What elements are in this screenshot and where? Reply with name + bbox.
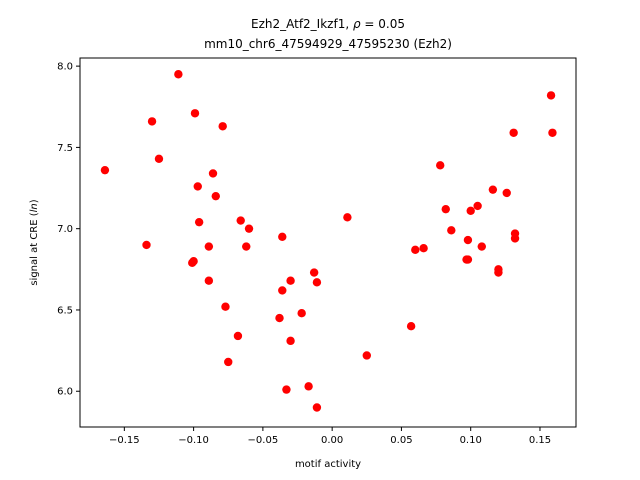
data-point xyxy=(194,217,204,227)
data-point xyxy=(463,235,473,245)
data-point xyxy=(233,331,243,341)
data-point xyxy=(278,286,287,295)
y-tick-label: 6.5 xyxy=(57,305,73,316)
data-point xyxy=(100,165,110,175)
data-point xyxy=(312,403,322,412)
data-point xyxy=(208,169,218,178)
y-tick-label: 7.5 xyxy=(57,143,73,154)
data-point xyxy=(473,201,482,211)
data-point xyxy=(282,385,291,394)
data-point xyxy=(218,122,227,131)
data-point xyxy=(488,185,498,194)
data-point xyxy=(406,322,416,331)
data-point xyxy=(304,382,313,391)
data-point xyxy=(190,109,200,118)
x-tick-label: −0.10 xyxy=(178,435,209,446)
x-tick-label: 0.05 xyxy=(390,435,412,446)
y-axis-label: signal at CRE (ln) xyxy=(29,199,40,285)
data-point xyxy=(244,224,254,233)
x-axis-ticks: −0.15 −0.10 −0.05 0.00 0.05 0.10 0.15 xyxy=(109,427,551,446)
data-point xyxy=(510,234,520,243)
data-point xyxy=(174,70,183,79)
data-point xyxy=(502,188,511,198)
data-point xyxy=(343,213,352,222)
data-point xyxy=(362,351,371,360)
data-points xyxy=(100,70,557,412)
data-point xyxy=(419,243,428,253)
data-point xyxy=(297,309,306,318)
data-point xyxy=(236,216,245,225)
plot-area-frame xyxy=(79,57,577,428)
y-tick-label: 6.0 xyxy=(57,387,73,398)
data-point xyxy=(204,242,214,251)
data-point xyxy=(204,276,214,285)
y-axis-ticks: 6.0 6.5 7.0 7.5 8.0 xyxy=(57,62,80,398)
data-point xyxy=(509,128,518,137)
x-tick-label: 0.00 xyxy=(321,435,343,446)
y-tick-label: 7.0 xyxy=(57,224,73,235)
x-tick-label: 0.15 xyxy=(529,435,551,446)
data-point xyxy=(447,226,456,235)
data-point xyxy=(463,255,473,264)
data-point xyxy=(142,240,151,250)
chart-title-line1: Ezh2_Atf2_Ikzf1, ρ = 0.05 xyxy=(251,17,405,31)
data-point xyxy=(189,256,198,266)
data-point xyxy=(548,128,557,137)
data-point xyxy=(477,242,486,251)
data-point xyxy=(242,242,251,251)
x-tick-label: −0.05 xyxy=(248,435,279,446)
data-point xyxy=(286,336,295,346)
data-point xyxy=(411,245,420,255)
data-point xyxy=(224,357,233,367)
x-tick-label: 0.10 xyxy=(460,435,482,446)
data-point xyxy=(436,161,445,170)
data-point xyxy=(193,182,202,191)
data-point xyxy=(312,278,322,287)
data-point xyxy=(441,204,450,214)
data-point xyxy=(221,302,230,311)
y-tick-label: 8.0 xyxy=(57,62,73,73)
chart-title-line2: mm10_chr6_47594929_47595230 (Ezh2) xyxy=(204,37,452,51)
data-point xyxy=(278,232,287,242)
data-point xyxy=(286,276,295,285)
x-tick-label: −0.15 xyxy=(109,435,140,446)
data-point xyxy=(546,91,556,100)
x-axis-label: motif activity xyxy=(295,459,361,470)
data-point xyxy=(275,313,284,323)
data-point xyxy=(211,191,220,201)
data-point xyxy=(494,268,503,277)
data-point xyxy=(154,154,164,163)
data-point xyxy=(147,117,157,126)
data-point xyxy=(466,206,475,216)
data-point xyxy=(309,268,319,277)
